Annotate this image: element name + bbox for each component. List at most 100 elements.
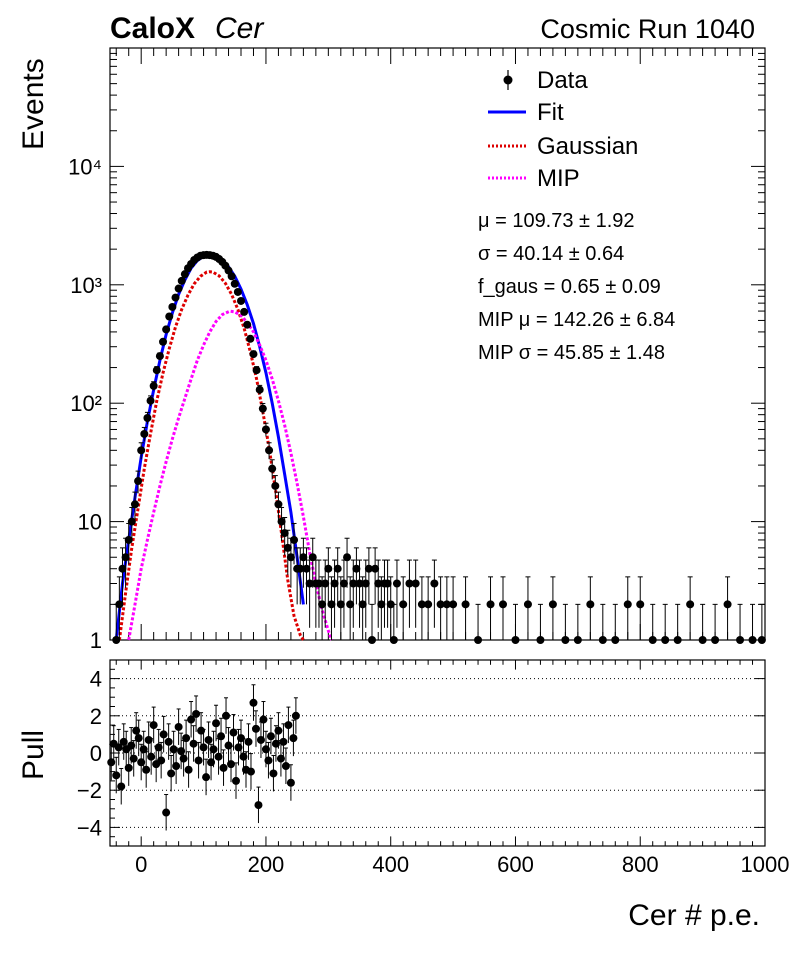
- data-point: [424, 600, 433, 609]
- data-point: [405, 579, 414, 588]
- data-point: [573, 636, 582, 644]
- data-point: [523, 600, 532, 609]
- data-point: [177, 276, 186, 285]
- data-point: [280, 529, 289, 538]
- data-point: [115, 600, 124, 609]
- data-point: [155, 352, 164, 361]
- data-point: [449, 600, 458, 609]
- data-point: [736, 636, 745, 644]
- data-point: [389, 636, 398, 644]
- data-point: [165, 312, 174, 321]
- data-point: [227, 272, 236, 281]
- data-point: [149, 381, 158, 390]
- data-point: [673, 636, 682, 644]
- pull-y-tick-label: 2: [90, 704, 102, 729]
- data-point: [258, 404, 267, 413]
- data-point: [162, 325, 171, 334]
- pull-point: [232, 776, 241, 785]
- fit-parameters-box: μ = 109.73 ± 1.92 σ = 40.14 ± 0.64 f_gau…: [478, 210, 675, 364]
- data-point: [246, 334, 255, 343]
- x-tick-label: 1000: [741, 852, 790, 877]
- data-point: [240, 307, 249, 316]
- pull-point: [162, 808, 171, 817]
- data-point: [343, 553, 352, 562]
- pull-point: [249, 698, 258, 707]
- pull-point: [157, 756, 166, 765]
- pull-point: [264, 756, 273, 765]
- data-point: [383, 579, 392, 588]
- y-tick-label: 10²: [70, 391, 102, 416]
- pull-point: [134, 734, 143, 743]
- data-point: [442, 600, 451, 609]
- data-point: [648, 636, 657, 644]
- data-point: [355, 579, 364, 588]
- x-tick-label: 800: [622, 852, 659, 877]
- data-point: [430, 579, 439, 588]
- pull-point: [244, 737, 253, 746]
- data-point: [130, 500, 139, 509]
- pull-y-tick-label: 4: [90, 667, 102, 692]
- data-point: [237, 296, 245, 305]
- legend-label-gaussian: Gaussian: [537, 133, 638, 160]
- data-point: [118, 564, 127, 573]
- pull-point: [222, 711, 231, 720]
- pull-point: [112, 771, 121, 780]
- experiment-subtitle: Cer: [215, 12, 264, 45]
- data-point: [461, 600, 470, 609]
- data-point: [358, 600, 367, 609]
- data-point: [233, 287, 242, 296]
- data-point: [308, 553, 317, 562]
- pull-point: [259, 715, 268, 724]
- pull-point: [209, 745, 218, 754]
- pull-point: [256, 735, 265, 744]
- data-point: [249, 350, 258, 359]
- pull-point: [182, 734, 191, 743]
- data-point: [121, 553, 130, 562]
- y-tick-label: 10: [78, 510, 102, 535]
- pull-point: [149, 721, 158, 730]
- data-point: [392, 579, 401, 588]
- pull-point: [192, 709, 201, 718]
- data-point: [399, 600, 408, 609]
- data-point: [296, 564, 305, 573]
- data-point: [261, 425, 270, 434]
- pull-point: [284, 721, 293, 730]
- data-point: [333, 564, 342, 573]
- data-point: [127, 517, 136, 526]
- data-point: [171, 293, 180, 302]
- main-plot-frame: [109, 47, 766, 641]
- data-point: [698, 636, 707, 644]
- pull-point: [269, 769, 278, 778]
- pull-axis-title: Pull: [17, 730, 50, 780]
- legend-label-data: Data: [537, 67, 588, 94]
- data-point: [748, 636, 757, 644]
- data-point: [586, 600, 595, 609]
- x-axis-title: Cer # p.e.: [628, 899, 760, 932]
- data-point: [302, 564, 311, 573]
- data-point: [368, 636, 376, 644]
- pull-point: [174, 722, 183, 731]
- data-point: [265, 446, 274, 455]
- data-point: [474, 636, 483, 644]
- y-tick-label: 10³: [70, 273, 102, 298]
- data-point: [486, 600, 495, 609]
- data-point: [723, 600, 732, 609]
- data-point: [286, 553, 295, 562]
- data-point: [140, 429, 149, 438]
- y-tick-label: 10⁴: [68, 154, 102, 179]
- pull-point: [147, 752, 156, 761]
- data-point: [314, 579, 323, 588]
- pull-y-tick-label: −4: [77, 815, 102, 840]
- data-point: [174, 284, 183, 293]
- pull-point: [266, 732, 275, 741]
- data-point: [336, 600, 345, 609]
- pull-point: [164, 737, 173, 746]
- data-point: [661, 636, 670, 644]
- x-tick-label: 600: [497, 852, 534, 877]
- pull-point: [124, 763, 133, 772]
- x-tick-label: 400: [372, 852, 409, 877]
- data-point: [352, 564, 361, 573]
- data-point: [411, 579, 420, 588]
- data-point: [386, 600, 395, 609]
- data-point: [321, 579, 330, 588]
